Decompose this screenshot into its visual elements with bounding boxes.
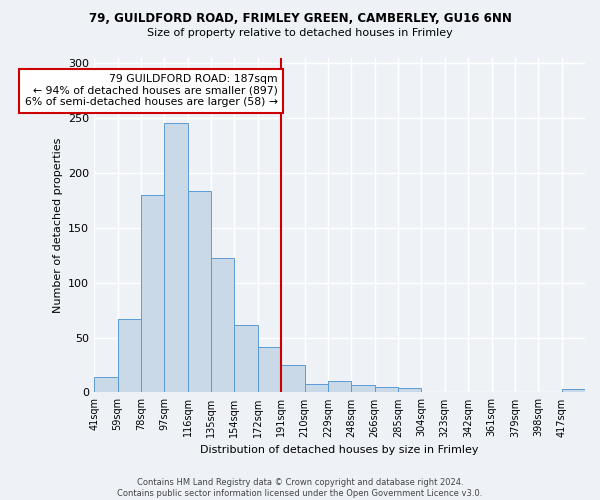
Bar bbox=[562, 389, 585, 392]
Bar bbox=[305, 384, 328, 392]
Bar bbox=[374, 387, 398, 392]
Y-axis label: Number of detached properties: Number of detached properties bbox=[53, 138, 62, 312]
Text: Size of property relative to detached houses in Frimley: Size of property relative to detached ho… bbox=[147, 28, 453, 38]
Bar bbox=[211, 258, 235, 392]
X-axis label: Distribution of detached houses by size in Frimley: Distribution of detached houses by size … bbox=[200, 445, 479, 455]
Bar bbox=[398, 388, 421, 392]
Bar bbox=[235, 326, 258, 392]
Bar bbox=[328, 382, 351, 392]
Bar bbox=[118, 319, 141, 392]
Bar bbox=[141, 195, 164, 392]
Bar bbox=[281, 365, 305, 392]
Bar bbox=[351, 384, 374, 392]
Text: 79, GUILDFORD ROAD, FRIMLEY GREEN, CAMBERLEY, GU16 6NN: 79, GUILDFORD ROAD, FRIMLEY GREEN, CAMBE… bbox=[89, 12, 511, 26]
Bar bbox=[188, 192, 211, 392]
Text: 79 GUILDFORD ROAD: 187sqm
← 94% of detached houses are smaller (897)
6% of semi-: 79 GUILDFORD ROAD: 187sqm ← 94% of detac… bbox=[25, 74, 278, 107]
Bar bbox=[258, 348, 281, 393]
Bar bbox=[164, 124, 188, 392]
Bar bbox=[94, 377, 118, 392]
Text: Contains HM Land Registry data © Crown copyright and database right 2024.
Contai: Contains HM Land Registry data © Crown c… bbox=[118, 478, 482, 498]
